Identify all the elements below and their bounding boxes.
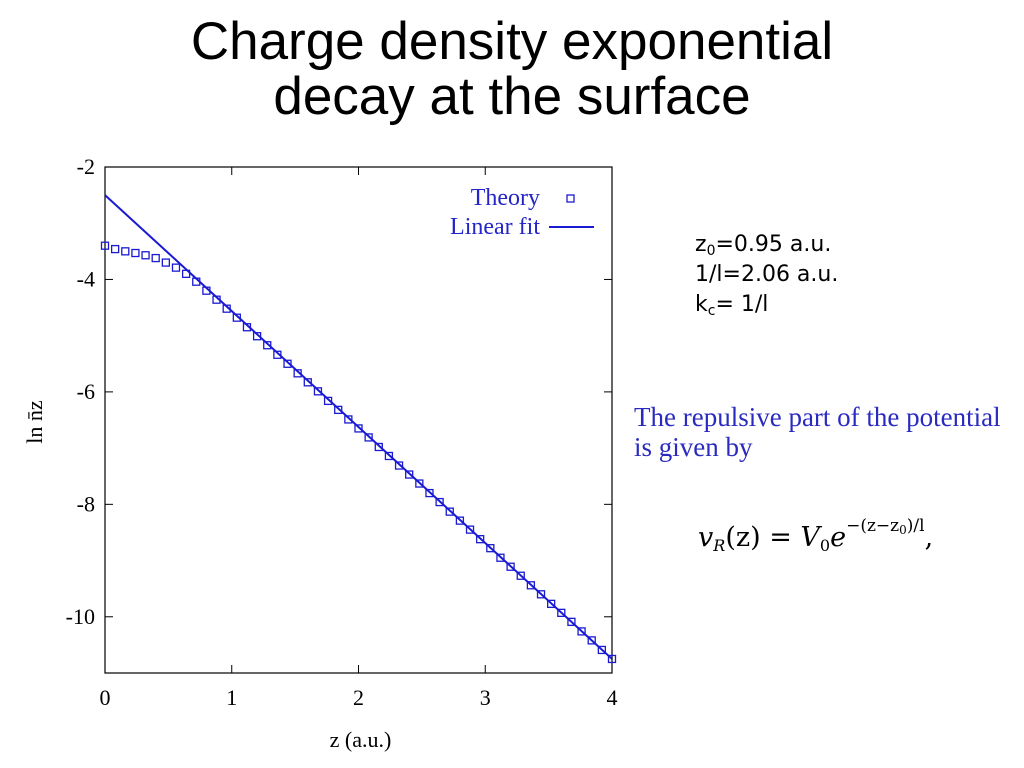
theory-point [425, 488, 434, 498]
theory-point [516, 571, 525, 580]
theory-point [121, 247, 130, 256]
theory-point [486, 544, 495, 553]
theory-point [526, 581, 536, 590]
chart-legend: Theory Linear fit [450, 185, 594, 240]
theory-point [405, 470, 414, 479]
x-tick-label: 1 [226, 685, 237, 710]
theory-point [577, 627, 586, 636]
theory-point [313, 387, 323, 396]
theory-point [506, 562, 515, 571]
linear-fit-line [105, 194, 612, 660]
theory-point [476, 535, 485, 544]
theory-point [151, 253, 160, 263]
theory-point [587, 636, 596, 645]
theory-point [536, 590, 546, 599]
theory-point [607, 654, 617, 664]
fit-parameters: z0=0.95 a.u. 1/l=2.06 a.u. kc= 1/l [695, 230, 838, 320]
legend-marker-theory [566, 194, 575, 203]
theory-point [354, 424, 363, 433]
y-tick-label: -4 [77, 266, 95, 291]
theory-point [465, 525, 475, 534]
theory-point [415, 479, 424, 488]
x-tick-label: 3 [480, 685, 491, 710]
theory-point [384, 451, 394, 461]
param-inverse-l: 1/l=2.06 a.u. [695, 262, 839, 287]
potential-note: The repulsive part of the potential is g… [634, 402, 1001, 462]
theory-point [567, 617, 576, 626]
theory-point [435, 497, 444, 507]
plot-border [104, 166, 613, 674]
plot-frame [104, 166, 613, 674]
theory-point [455, 516, 465, 525]
theory-point [597, 645, 607, 655]
theory-point [394, 461, 404, 470]
theory-point [334, 405, 343, 415]
theory-point [323, 396, 333, 406]
slide-title-line-2: decay at the surface [273, 67, 751, 126]
legend-label-theory: Theory [471, 185, 540, 211]
slide-title: Charge density exponential decay at the … [0, 14, 1024, 124]
y-tick-label: -2 [77, 154, 95, 179]
theory-point [496, 553, 505, 562]
decay-chart: 0 1 2 3 4 -2 -4 -6 -8 -10 z (a.u.) ln n̄z Theory Lin… [22, 154, 618, 752]
theory-point [374, 442, 383, 452]
y-tick-label: -10 [66, 604, 95, 629]
theory-point [364, 433, 373, 442]
legend-label-linear-fit: Linear fit [450, 214, 540, 240]
param-z0: z0=0.95 a.u. [695, 232, 832, 259]
axis-ticks: 0 1 2 3 4 -2 -4 -6 -8 -10 z (a.u.) ln n̄z [22, 154, 618, 752]
param-kc: kc= 1/l [695, 292, 769, 319]
theory-point [110, 244, 120, 254]
theory-point [100, 241, 110, 250]
y-tick-label: -6 [77, 379, 95, 404]
x-tick-label: 0 [100, 685, 111, 710]
y-axis-title: ln n̄z [22, 400, 47, 444]
theory-point [263, 341, 272, 350]
x-tick-label: 2 [353, 685, 364, 710]
x-axis-title: z (a.u.) [330, 727, 392, 752]
repulsive-potential-formula: vR(z) = V0e−(z−z0)/l, [698, 516, 934, 555]
theory-point [283, 359, 292, 368]
theory-point [557, 608, 566, 617]
x-tick-label: 4 [607, 685, 618, 710]
theory-point [131, 248, 140, 258]
chart-marks [100, 194, 617, 664]
theory-point [141, 251, 150, 260]
theory-point [344, 415, 353, 424]
theory-point [547, 599, 556, 608]
slide-title-line-1: Charge density exponential [190, 12, 834, 71]
theory-point [161, 258, 170, 267]
theory-point [171, 263, 181, 272]
theory-point [303, 378, 312, 387]
y-tick-label: -8 [77, 491, 95, 516]
theory-point [445, 507, 454, 516]
